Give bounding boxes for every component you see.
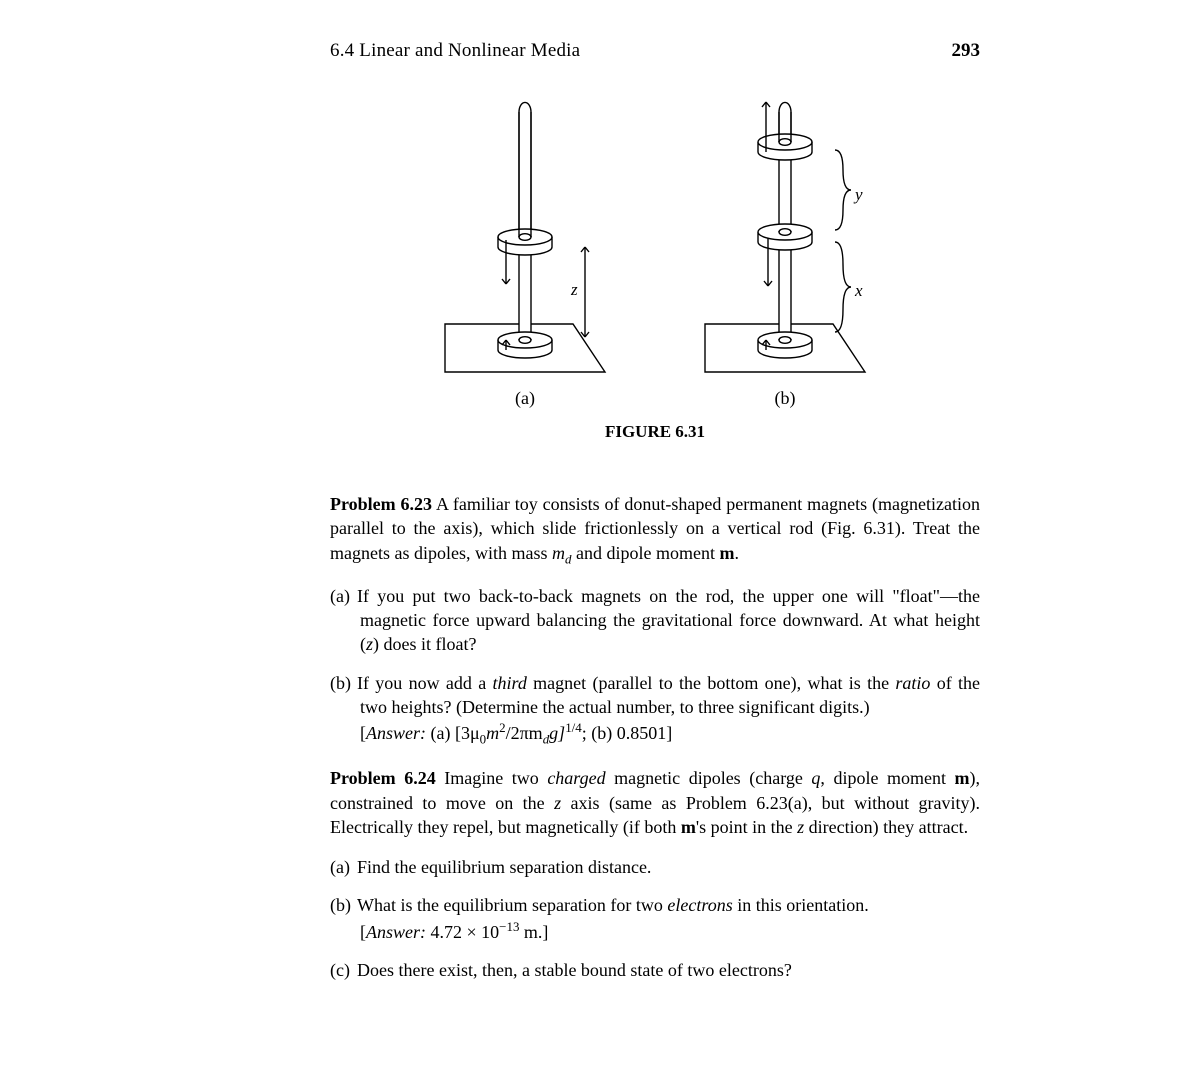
m-bold: m [719, 543, 734, 563]
figure-svg: z x y (a) (b) [395, 82, 915, 412]
problem-6-24-b: (b)What is the equilibrium separation fo… [330, 893, 980, 944]
problem-6-23-b: (b)If you now add a third magnet (parall… [330, 671, 980, 749]
p624-ans-val: 4.72 × 10 [426, 922, 499, 942]
page: 6.4 Linear and Nonlinear Media 293 z x y (a… [0, 0, 1200, 1072]
p624-intro-pre: Imagine two [436, 768, 548, 788]
p624-ans-exp: −13 [499, 919, 519, 934]
problem-6-23-subparts: (a)If you put two back-to-back magnets o… [330, 584, 980, 749]
p623-a-post: ) does it float? [373, 634, 476, 654]
ans-b: ; (b) 0.8501] [582, 723, 672, 743]
figure-6-31: z x y (a) (b) FIGURE 6.31 [330, 82, 980, 442]
subpart-label-b: (b) [330, 671, 357, 695]
problem-6-23-title: Problem 6.23 [330, 494, 432, 514]
p624-intro-mid2: , dipole moment [820, 768, 954, 788]
answer-label: Answer: [366, 723, 426, 743]
p623-answer: [Answer: (a) [3μ0m2/2πmdg]1/4; (b) 0.850… [360, 723, 672, 743]
electrons-italic: electrons [667, 895, 732, 915]
ans-a-1: (a) [3μ [426, 723, 480, 743]
p624-b-pre: What is the equilibrium separation for t… [357, 895, 667, 915]
p624-a: Find the equilibrium separation distance… [357, 857, 651, 877]
p624-intro-post: direction) they attract. [804, 817, 968, 837]
page-header: 6.4 Linear and Nonlinear Media 293 [330, 40, 980, 62]
problem-6-23-intro-mid: and dipole moment [571, 543, 719, 563]
problem-6-23-a: (a)If you put two back-to-back magnets o… [330, 584, 980, 657]
p624-ans-post: m.] [519, 922, 548, 942]
m-bold-3: m [681, 817, 696, 837]
subpart-label-c: (c) [330, 958, 357, 982]
problem-6-24-title: Problem 6.24 [330, 768, 436, 788]
section-title: 6.4 Linear and Nonlinear Media [330, 40, 580, 62]
third-italic: third [493, 673, 527, 693]
m-bold-2: m [955, 768, 970, 788]
p624-c: Does there exist, then, a stable bound s… [357, 960, 792, 980]
ans-a-mid2: /2πm [506, 723, 543, 743]
svg-text:z: z [570, 280, 578, 299]
ans-a-g: g] [549, 723, 565, 743]
p624-b-post: in this orientation. [733, 895, 869, 915]
problem-6-24-subparts: (a)Find the equilibrium separation dista… [330, 855, 980, 982]
problem-6-24-a: (a)Find the equilibrium separation dista… [330, 855, 980, 879]
m-var: m [552, 543, 565, 563]
ans-a-m: m [486, 723, 499, 743]
page-number: 293 [952, 40, 981, 62]
svg-text:x: x [854, 281, 863, 300]
p624-intro-mid1: magnetic dipoles (charge [606, 768, 812, 788]
p624-answer: [Answer: 4.72 × 10−13 m.] [360, 922, 548, 942]
m-d-var: md [552, 543, 571, 563]
figure-caption: FIGURE 6.31 [330, 422, 980, 442]
charged-italic: charged [547, 768, 605, 788]
p623-b-pre: If you now add a [357, 673, 493, 693]
svg-text:(a): (a) [515, 388, 535, 409]
p623-b-mid: magnet (parallel to the bottom one), wha… [527, 673, 896, 693]
problem-6-23-intro-post: . [734, 543, 739, 563]
problem-6-24: Problem 6.24 Imagine two charged magneti… [330, 766, 980, 839]
z-var: z [366, 634, 373, 654]
problem-6-23: Problem 6.23 A familiar toy consists of … [330, 492, 980, 568]
answer-label-2: Answer: [366, 922, 426, 942]
svg-text:y: y [853, 185, 863, 204]
svg-text:(b): (b) [775, 388, 796, 409]
p624-intro-mid5: 's point in the [696, 817, 797, 837]
subpart-label-a-2: (a) [330, 855, 357, 879]
subpart-label-a: (a) [330, 584, 357, 608]
ratio-italic: ratio [895, 673, 930, 693]
ans-a-sup14: 1/4 [565, 720, 582, 735]
problem-6-24-c: (c)Does there exist, then, a stable boun… [330, 958, 980, 982]
subpart-label-b-2: (b) [330, 893, 357, 917]
